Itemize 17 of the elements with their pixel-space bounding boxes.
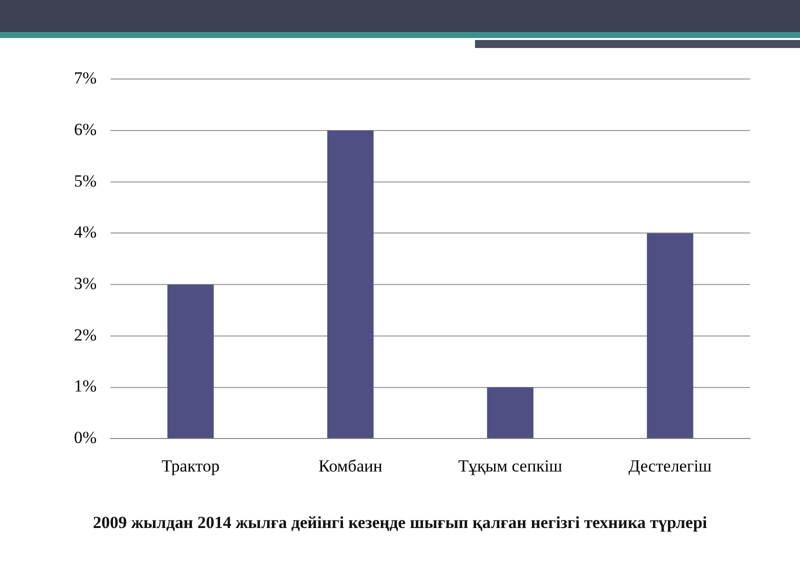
y-tick-label: 0%	[74, 428, 97, 448]
y-tick-label: 6%	[74, 120, 97, 140]
bar	[167, 284, 214, 438]
y-tick-label: 5%	[74, 171, 97, 190]
y-tick-label: 4%	[74, 222, 97, 242]
text: 2009 жылдан 2014 жылға дейінгі кезеңде шығып қалған негізгі техника түрлері	[92, 512, 708, 533]
bar	[646, 233, 694, 438]
y-tick-label: 1%	[74, 376, 97, 396]
x-tick-label: Комбаин	[318, 456, 382, 476]
x-tick-label: Тұқым сепкіш	[458, 456, 562, 476]
y-tick-label: 3%	[74, 274, 97, 294]
x-tick-label: Дестелегіш	[628, 456, 712, 476]
y-tick-label: 2%	[74, 325, 97, 344]
x-tick-label: Трактор	[162, 456, 220, 476]
y-tick-label: 7%	[74, 68, 97, 88]
bar	[487, 387, 534, 438]
bar	[327, 130, 374, 438]
